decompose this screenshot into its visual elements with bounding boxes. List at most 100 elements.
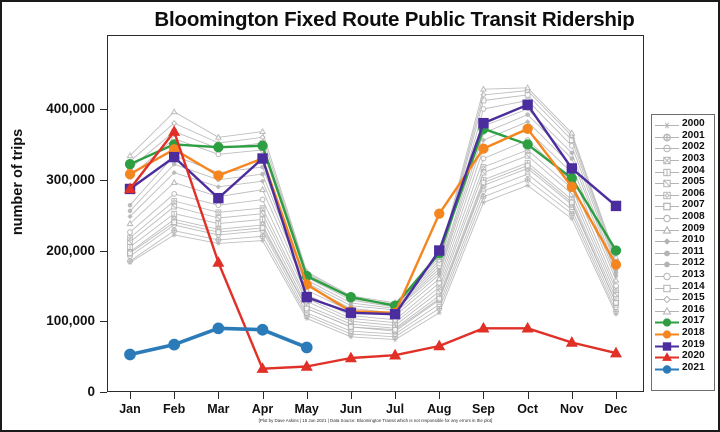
x-tick-label: Jul (386, 402, 405, 416)
legend-item-2018[interactable]: 2018 (654, 327, 712, 339)
legend-label: 2000 (682, 118, 705, 130)
legend-marker-circle-cross-icon (654, 362, 680, 374)
legend-marker-square-icon (654, 339, 680, 351)
chart-footnote: [Plot by Dave Askins | 15 Jun 2021 | Dat… (258, 418, 493, 423)
legend-marker-square-icon (654, 199, 680, 211)
x-tick-mark (483, 392, 485, 399)
series-2012 (127, 106, 619, 311)
legend-marker-square-open-icon (654, 281, 680, 292)
legend-item-2010[interactable]: 2010 (654, 234, 712, 246)
legend-marker-triangle-open-icon (654, 304, 680, 315)
legend-item-2001[interactable]: 2001 (654, 130, 712, 142)
x-tick-label: Aug (427, 402, 452, 416)
y-tick-mark (100, 179, 107, 181)
legend-item-2005[interactable]: 2005 (654, 176, 712, 188)
legend-marker-asterisk-icon (654, 118, 680, 129)
legend-label: 2013 (682, 269, 705, 281)
legend-marker-circle-icon (654, 327, 680, 339)
chart-title: Bloomington Fixed Route Public Transit R… (154, 8, 635, 31)
x-tick-mark (218, 392, 220, 399)
series-2014 (127, 91, 619, 309)
legend-item-2020[interactable]: 2020 (654, 350, 712, 362)
legend-marker-circle-small-icon (654, 257, 680, 268)
x-tick-label: Oct (517, 402, 539, 416)
chart-svg (123, 83, 623, 373)
legend-label: 2007 (682, 199, 705, 211)
legend-item-2013[interactable]: 2013 (654, 269, 712, 281)
legend-marker-circle-plus-icon (654, 141, 680, 153)
legend-marker-diamond-small-icon (654, 234, 680, 246)
series-2004 (127, 159, 619, 332)
x-tick-mark (439, 392, 441, 399)
legend-marker-star-square-icon (654, 153, 680, 165)
legend-item-2019[interactable]: 2019 (654, 338, 712, 351)
x-tick-mark (262, 392, 264, 399)
legend-label: 2015 (682, 292, 705, 304)
y-tick-label: 400,000 (46, 101, 95, 116)
legend-marker-square-diamond-icon (654, 188, 680, 200)
legend[interactable]: 2000 2001 2002 2003 2004 2005 2006 2007 2008 2009… (651, 114, 715, 391)
legend-item-2011[interactable]: 2011 (654, 246, 712, 258)
series-2021 (124, 322, 313, 361)
x-tick-mark (174, 392, 176, 399)
legend-marker-circle-open-icon (654, 269, 680, 281)
legend-marker-square-x-icon (654, 176, 680, 188)
legend-item-2015[interactable]: 2015 (654, 292, 712, 304)
legend-item-2002[interactable]: 2002 (654, 141, 712, 153)
legend-label: 2008 (682, 211, 705, 223)
legend-label: 2020 (682, 350, 705, 362)
y-tick-label: 300,000 (46, 171, 95, 187)
x-tick-label: Dec (604, 402, 628, 416)
legend-item-2014[interactable]: 2014 (654, 280, 712, 292)
legend-label: 2003 (682, 153, 705, 165)
x-tick-label: Jun (339, 402, 363, 416)
y-tick-mark (100, 109, 107, 110)
legend-item-2004[interactable]: 2004 (654, 164, 712, 176)
x-tick-label: Feb (163, 402, 186, 416)
legend-label: 2014 (682, 280, 705, 292)
legend-label: 2005 (682, 176, 705, 188)
y-tick-label: 100,000 (46, 313, 95, 329)
legend-item-2006[interactable]: 2006 (654, 188, 712, 200)
x-tick-label: Jan (119, 402, 141, 416)
x-tick-label: Apr (251, 402, 274, 416)
legend-item-2012[interactable]: 2012 (654, 257, 712, 269)
series-2015 (126, 87, 620, 308)
legend-item-2003[interactable]: 2003 (654, 153, 712, 165)
legend-item-2008[interactable]: 2008 (654, 211, 712, 223)
legend-label: 2016 (682, 303, 705, 315)
series-2007 (127, 162, 620, 333)
series-2018 (124, 123, 622, 318)
x-tick-label: Mar (207, 402, 230, 416)
legend-label: 2002 (682, 141, 705, 153)
series-layer (107, 35, 644, 392)
legend-label: 2017 (682, 315, 705, 327)
legend-label: 2019 (682, 338, 705, 350)
x-tick-mark (571, 392, 573, 399)
x-tick-label: May (294, 402, 319, 416)
legend-item-2007[interactable]: 2007 (654, 199, 712, 211)
y-tick-mark (100, 321, 107, 323)
legend-marker-square-split-icon (654, 165, 680, 176)
legend-label: 2004 (682, 164, 705, 176)
x-tick-mark (395, 392, 397, 399)
legend-marker-diamond-open-icon (654, 292, 680, 304)
x-tick-mark (306, 392, 308, 399)
legend-marker-circle-icon (654, 211, 680, 223)
y-tick-label: 0 (87, 384, 95, 399)
x-tick-mark (350, 392, 352, 399)
legend-marker-circle-icon (654, 315, 680, 328)
legend-item-2016[interactable]: 2016 (654, 304, 712, 316)
y-tick-mark (100, 250, 107, 252)
legend-item-2000[interactable]: 2000 (654, 118, 712, 130)
y-tick-mark (100, 392, 107, 393)
legend-item-2021[interactable]: 2021 (654, 361, 712, 374)
legend-item-2009[interactable]: 2009 (654, 222, 712, 234)
legend-label: 2012 (682, 257, 705, 269)
legend-item-2017[interactable]: 2017 (654, 315, 712, 328)
x-tick-label: Sep (471, 402, 495, 416)
legend-label: 2001 (682, 129, 705, 141)
series-2019 (124, 99, 622, 320)
y-tick-label: 200,000 (46, 242, 95, 258)
